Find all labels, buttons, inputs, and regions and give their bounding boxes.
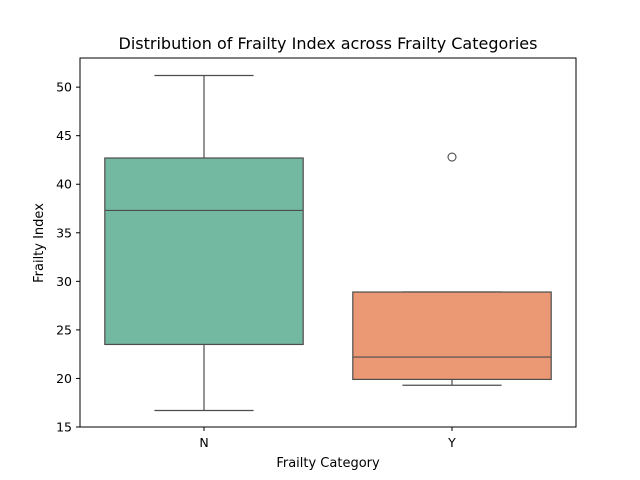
y-tick-label-45: 45 — [56, 128, 72, 143]
y-tick-label-20: 20 — [56, 371, 72, 386]
x-tick-label-n: N — [199, 435, 208, 450]
plot-frame — [79, 57, 577, 428]
y-axis-label: Frailty Index — [32, 203, 47, 283]
box-y — [352, 291, 552, 381]
plot-area: 15 20 25 30 35 40 45 50 N Y — [56, 57, 577, 450]
chart-title: Distribution of Frailty Index across Fra… — [119, 34, 538, 53]
x-tick-label-y: Y — [447, 435, 456, 450]
x-axis-label: Frailty Category — [276, 456, 380, 471]
y-tick-label-35: 35 — [56, 225, 72, 240]
y-tick-label-25: 25 — [56, 322, 72, 337]
y-tick-label-40: 40 — [56, 177, 72, 192]
y-tick-label-50: 50 — [56, 80, 72, 95]
outlier-point-y-0 — [447, 152, 457, 162]
y-tick-label-15: 15 — [56, 420, 72, 435]
box-n — [104, 157, 304, 346]
y-tick-label-30: 30 — [56, 274, 72, 289]
